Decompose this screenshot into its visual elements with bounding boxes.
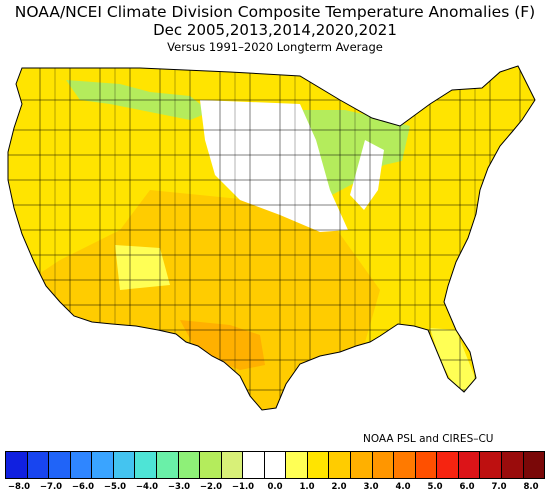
scale-tick-label: 1.0: [299, 482, 315, 492]
scale-swatch: [91, 452, 113, 478]
scale-swatch: [155, 452, 178, 478]
scale-swatch: [414, 452, 437, 478]
scale-swatch: [500, 452, 523, 478]
division-borders: [8, 66, 535, 410]
scale-swatch: [371, 452, 394, 478]
scale-swatch: [306, 452, 329, 478]
scale-swatch: [6, 452, 27, 478]
scale-swatch: [134, 452, 156, 478]
scale-tick-label: −8.0: [7, 482, 31, 492]
data-credit: NOAA PSL and CIRES–CU: [363, 433, 494, 445]
us-climate-division-map: [7, 65, 536, 411]
scale-tick-label: 4.0: [395, 482, 411, 492]
region-lake-michigan-white: [350, 140, 384, 210]
scale-tick-label: −4.0: [135, 482, 159, 492]
scale-tick-label: 3.0: [363, 482, 379, 492]
map-subtitle: Dec 2005,2013,2014,2020,2021: [153, 21, 397, 39]
scale-swatch: [479, 452, 501, 478]
scale-tick-label: −6.0: [71, 482, 95, 492]
scale-swatch: [328, 452, 350, 478]
scale-tick-label: 2.0: [331, 482, 347, 492]
scale-swatch: [199, 452, 221, 478]
scale-swatch: [457, 452, 480, 478]
region-florida: [430, 328, 476, 396]
scale-tick-label: 7.0: [491, 482, 507, 492]
scale-tick-label: −7.0: [39, 482, 63, 492]
scale-swatch: [48, 452, 70, 478]
scale-tick-label: −1.0: [231, 482, 255, 492]
scale-swatch: [112, 452, 135, 478]
scale-tick-label: −5.0: [103, 482, 127, 492]
region-northern-plains: [200, 100, 348, 232]
scale-tick-label: 5.0: [427, 482, 443, 492]
scale-swatch: [436, 452, 458, 478]
scale-swatch: [220, 452, 243, 478]
scale-tick-label: −3.0: [167, 482, 191, 492]
color-scale-ticks: −8.0 −7.0 −6.0 −5.0 −4.0 −3.0 −2.0 −1.0 0.0 1.0 2.…: [5, 482, 545, 494]
scale-swatch: [350, 452, 372, 478]
scale-swatch: [242, 452, 264, 478]
map-title: NOAA/NCEI Climate Division Composite Tem…: [14, 3, 536, 21]
scale-tick-label: 8.0: [523, 482, 539, 492]
scale-swatch: [69, 452, 92, 478]
scale-swatch: [285, 452, 307, 478]
scale-swatch: [26, 452, 49, 478]
scale-tick-label: 6.0: [459, 482, 475, 492]
scale-tick-label: 0.0: [267, 482, 283, 492]
region-nm-light: [115, 245, 170, 290]
region-texas: [180, 320, 265, 370]
color-scale-bar: [5, 451, 545, 479]
map-baseline-note: Versus 1991–2020 Longterm Average: [167, 40, 383, 54]
scale-swatch: [393, 452, 415, 478]
scale-swatch: [177, 452, 200, 478]
scale-tick-label: −2.0: [199, 482, 223, 492]
scale-swatch: [263, 452, 286, 478]
scale-swatch: [522, 452, 545, 478]
